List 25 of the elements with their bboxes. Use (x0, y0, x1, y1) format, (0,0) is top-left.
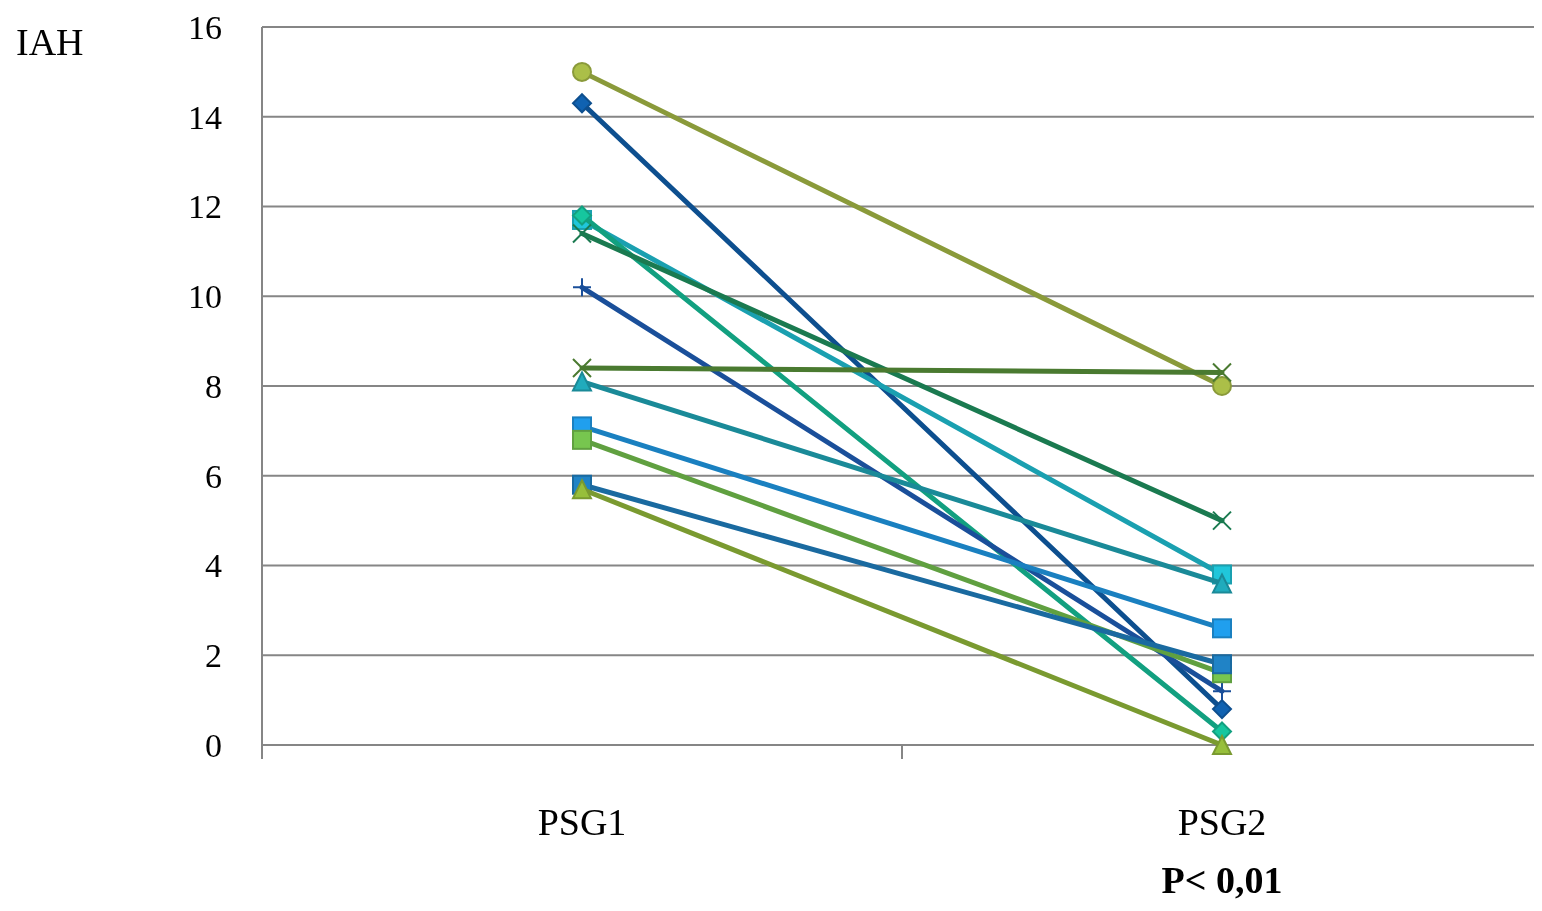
point (1212, 362, 1232, 383)
y-tick-label: 2 (205, 637, 222, 675)
point (572, 93, 592, 114)
point (1212, 681, 1232, 702)
point (1212, 510, 1232, 531)
point (1212, 654, 1232, 675)
y-tick-label: 12 (188, 188, 222, 226)
x-tick-label: PSG1 (537, 801, 627, 843)
y-tick-label: 14 (188, 98, 222, 136)
point (572, 277, 592, 298)
x-tick-label: PSG2 (1177, 801, 1267, 843)
text: P< 0,01 (1161, 859, 1283, 901)
y-axis-title: IAH (16, 21, 84, 63)
y-tick-label: 4 (205, 547, 222, 585)
y-tick-label: 10 (188, 278, 222, 316)
y-tick-label: 6 (205, 457, 222, 495)
y-tick-label: 16 (188, 8, 222, 46)
point (572, 61, 592, 82)
y-tick-label: 0 (205, 726, 222, 764)
point (1212, 699, 1232, 720)
point (1212, 618, 1232, 639)
point (1212, 376, 1232, 396)
point (572, 223, 592, 244)
y-tick-label: 8 (205, 367, 222, 405)
point (572, 429, 592, 450)
